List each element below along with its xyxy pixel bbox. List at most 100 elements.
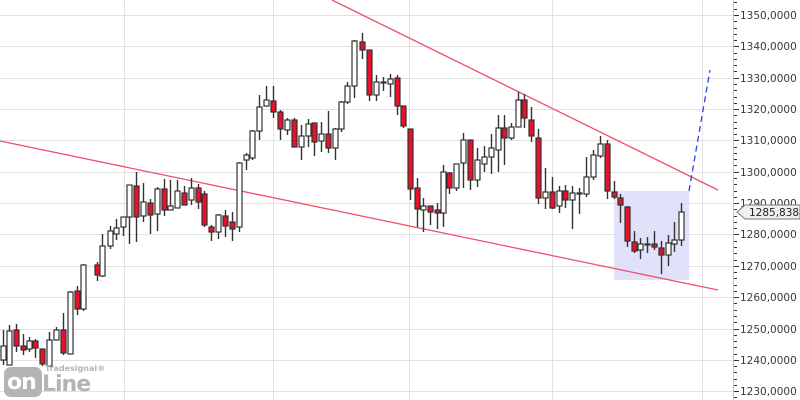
candle <box>249 130 256 160</box>
y-tick-label: 1340,0000 <box>740 41 797 53</box>
chart-grid <box>0 0 733 400</box>
candle <box>236 162 243 232</box>
candle <box>521 94 528 128</box>
y-tick-label: 1270,0000 <box>740 261 797 273</box>
logo-on-text: on <box>7 370 37 395</box>
candle <box>291 118 298 148</box>
candle <box>99 234 106 277</box>
candle <box>671 222 678 252</box>
candle <box>351 40 358 98</box>
candle <box>611 181 618 199</box>
candle <box>20 334 27 355</box>
candle <box>67 291 74 355</box>
candle <box>631 231 638 253</box>
candle <box>508 123 515 140</box>
candle <box>380 77 387 91</box>
candle <box>167 180 174 211</box>
last-price-label: 1285,8384 <box>749 207 800 219</box>
candle <box>161 179 168 216</box>
candle <box>80 264 87 311</box>
candle <box>604 140 611 199</box>
candle <box>583 157 590 197</box>
candle <box>515 92 522 128</box>
candle <box>74 286 81 315</box>
y-tick-label: 1300,0000 <box>740 167 797 179</box>
candle <box>387 74 394 97</box>
candle <box>120 216 127 236</box>
last-price-badge: 1285,8384 <box>736 204 800 220</box>
y-axis: 1350,0000 1340,0000 1330,0000 1320,0000 1310… <box>733 0 797 400</box>
candle <box>569 186 576 229</box>
candle <box>617 194 624 223</box>
lower-trendline <box>0 140 719 291</box>
candle <box>590 150 597 180</box>
candle <box>474 148 481 187</box>
candle <box>113 219 120 240</box>
candle <box>542 168 549 209</box>
candle <box>446 172 453 194</box>
candle <box>32 339 39 358</box>
candle <box>332 128 339 160</box>
y-tick-label: 1350,0000 <box>740 10 797 22</box>
candle <box>528 107 535 142</box>
candle <box>215 214 222 239</box>
y-tick-label: 1330,0000 <box>740 73 797 85</box>
candle <box>407 128 414 200</box>
candle <box>284 118 291 135</box>
candle <box>46 332 53 367</box>
candle <box>107 226 114 249</box>
y-tick-label: 1260,0000 <box>740 292 797 304</box>
y-tick-label: 1280,0000 <box>740 229 797 241</box>
candle <box>277 110 284 140</box>
candle <box>460 133 467 188</box>
candle <box>0 330 7 365</box>
candle <box>140 183 147 222</box>
candle <box>201 191 208 227</box>
candle <box>427 205 434 225</box>
candle <box>147 199 154 234</box>
candle <box>359 33 366 59</box>
logo-line-text: Line <box>42 372 91 397</box>
projection-dashed-line <box>688 69 711 192</box>
candle <box>188 178 195 205</box>
candle <box>453 163 460 191</box>
candle <box>434 203 441 229</box>
y-tick-label: 1250,0000 <box>740 324 797 336</box>
candle <box>420 198 427 232</box>
candle <box>488 134 495 174</box>
candle <box>133 172 140 242</box>
candle <box>126 184 133 244</box>
y-tick-label: 1310,0000 <box>740 135 797 147</box>
candle <box>256 95 263 140</box>
candle <box>658 241 665 274</box>
candle <box>6 325 13 366</box>
y-tick-label: 1320,0000 <box>740 104 797 116</box>
candle <box>440 165 447 227</box>
candle <box>549 177 556 209</box>
logo-brand-text: Tradesignal® <box>45 364 106 373</box>
candle <box>94 262 101 281</box>
candles <box>0 33 685 367</box>
candle <box>651 231 658 250</box>
candle <box>678 203 685 246</box>
candle <box>373 75 380 101</box>
candle <box>467 139 474 190</box>
candle <box>400 105 407 128</box>
candle <box>338 101 345 132</box>
candle <box>60 313 67 355</box>
candle <box>624 206 631 247</box>
candle <box>576 188 583 214</box>
candle <box>637 238 644 259</box>
candle <box>562 185 569 208</box>
candle <box>13 324 20 352</box>
candle <box>366 49 373 101</box>
candle <box>665 235 672 266</box>
candle <box>318 122 325 152</box>
candle <box>298 125 305 160</box>
candle <box>481 146 488 172</box>
candle <box>222 210 229 237</box>
candle <box>414 178 421 227</box>
candle <box>325 111 332 153</box>
candle <box>501 115 508 165</box>
